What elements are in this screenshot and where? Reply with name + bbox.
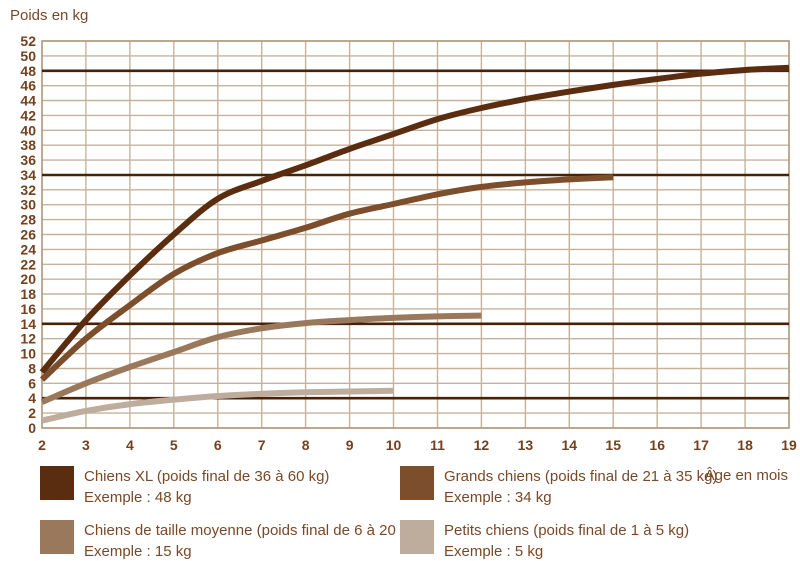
legend-example: Exemple : 15 kg (84, 543, 192, 560)
legend-label: Petits chiens (poids final de 1 à 5 kg) (444, 522, 690, 539)
svg-text:4: 4 (28, 390, 36, 406)
legend-item-chiens-xl: Chiens XL (poids final de 36 à 60 kg) Ex… (40, 466, 329, 508)
svg-text:30: 30 (20, 197, 36, 213)
svg-text:6: 6 (214, 437, 222, 453)
legend-item-grands-chiens: Grands chiens (poids final de 21 à 35 kg… (400, 466, 718, 508)
svg-text:32: 32 (20, 182, 36, 198)
svg-text:16: 16 (649, 437, 665, 453)
svg-text:12: 12 (20, 331, 36, 347)
svg-text:9: 9 (346, 437, 354, 453)
svg-text:28: 28 (20, 212, 36, 228)
legend-example: Exemple : 5 kg (444, 543, 544, 560)
svg-text:3: 3 (82, 437, 90, 453)
legend-swatch-grands-chiens (400, 466, 434, 500)
legend-swatch-petits-chiens (400, 520, 434, 554)
legend-example: Exemple : 34 kg (444, 489, 552, 506)
svg-text:8: 8 (28, 361, 36, 377)
svg-text:34: 34 (20, 167, 36, 183)
svg-text:50: 50 (20, 48, 36, 64)
svg-text:0: 0 (28, 420, 36, 436)
legend-example: Exemple : 48 kg (84, 489, 192, 506)
legend-item-chiens-moyens: Chiens de taille moyenne (poids final de… (40, 520, 421, 561)
svg-text:36: 36 (20, 152, 36, 168)
svg-text:2: 2 (38, 437, 46, 453)
svg-text:12: 12 (474, 437, 490, 453)
svg-text:26: 26 (20, 227, 36, 243)
legend-label: Chiens XL (poids final de 36 à 60 kg) (84, 468, 330, 485)
svg-text:17: 17 (693, 437, 709, 453)
svg-text:52: 52 (20, 33, 36, 49)
svg-text:18: 18 (20, 286, 36, 302)
svg-text:20: 20 (20, 271, 36, 287)
svg-text:6: 6 (28, 375, 36, 391)
svg-text:46: 46 (20, 78, 36, 94)
legend-label: Grands chiens (poids final de 21 à 35 kg… (444, 468, 718, 485)
svg-text:44: 44 (20, 93, 36, 109)
svg-text:38: 38 (20, 137, 36, 153)
svg-text:5: 5 (170, 437, 178, 453)
svg-text:11: 11 (430, 437, 445, 453)
svg-text:16: 16 (20, 301, 36, 317)
svg-text:15: 15 (605, 437, 621, 453)
legend-item-petits-chiens: Petits chiens (poids final de 1 à 5 kg) … (400, 520, 689, 561)
svg-text:14: 14 (562, 437, 578, 453)
svg-text:10: 10 (386, 437, 402, 453)
svg-text:22: 22 (20, 256, 36, 272)
svg-text:4: 4 (126, 437, 134, 453)
y-axis-title: Poids en kg (10, 7, 89, 24)
legend-swatch-chiens-xl (40, 466, 74, 500)
svg-text:7: 7 (258, 437, 266, 453)
legend-swatch-chiens-moyens (40, 520, 74, 554)
svg-text:42: 42 (20, 107, 36, 123)
svg-text:10: 10 (20, 346, 36, 362)
svg-text:24: 24 (20, 241, 36, 257)
svg-text:8: 8 (302, 437, 310, 453)
svg-text:48: 48 (20, 63, 36, 79)
svg-text:19: 19 (781, 437, 797, 453)
growth-curves-plot: 0246810121416182022242628303234363840424… (20, 33, 797, 453)
svg-text:13: 13 (518, 437, 534, 453)
svg-text:2: 2 (28, 405, 36, 421)
svg-text:18: 18 (737, 437, 753, 453)
svg-text:14: 14 (20, 316, 36, 332)
svg-text:40: 40 (20, 122, 36, 138)
x-axis-title: Âge en mois (704, 467, 788, 484)
legend-label: Chiens de taille moyenne (poids final de… (84, 522, 421, 539)
